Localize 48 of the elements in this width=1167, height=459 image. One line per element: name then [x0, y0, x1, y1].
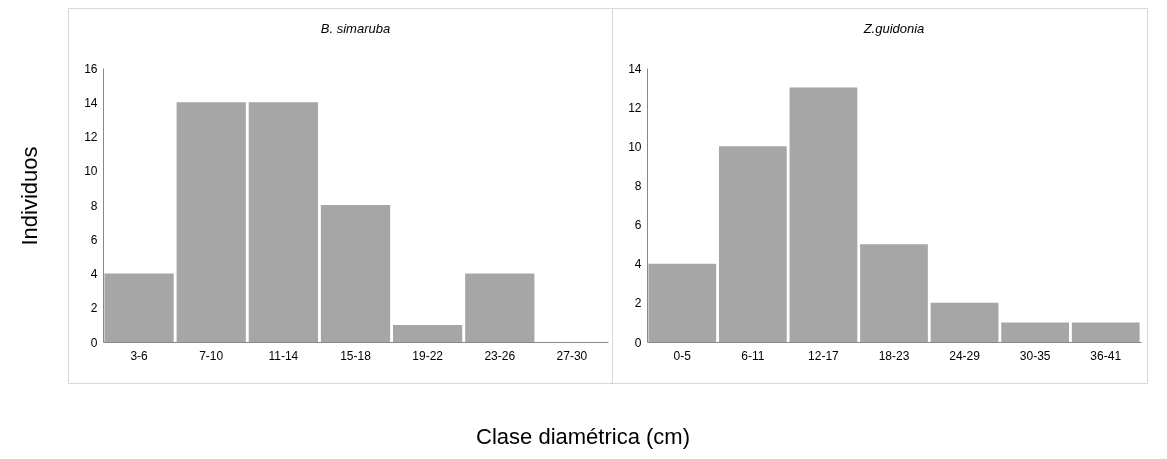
- y-tick-label: 8: [634, 178, 642, 193]
- x-tick-label: 19-22: [412, 348, 444, 363]
- y-tick-label: 10: [84, 164, 98, 179]
- bar: [176, 102, 246, 342]
- bar: [393, 324, 463, 342]
- chart-title: B. simaruba: [320, 21, 391, 36]
- x-tick-label: 7-10: [199, 348, 224, 363]
- x-tick-label: 24-29: [949, 348, 981, 363]
- y-tick-label: 8: [90, 198, 98, 213]
- y-tick-label: 0: [634, 335, 642, 350]
- y-tick-label: 14: [84, 95, 98, 110]
- x-tick-label: 30-35: [1019, 348, 1051, 363]
- y-tick-label: 2: [634, 296, 642, 311]
- y-tick-label: 0: [90, 335, 98, 350]
- x-tick-label: 27-30: [556, 348, 588, 363]
- y-tick-label: 6: [634, 218, 642, 233]
- bar: [930, 302, 999, 342]
- bar: [320, 205, 391, 342]
- x-axis-title: Clase diamétrica (cm): [476, 424, 690, 450]
- x-tick-label: 18-23: [878, 348, 910, 363]
- bar: [465, 273, 535, 342]
- x-tick-label: 6-11: [741, 348, 765, 363]
- y-tick-label: 4: [634, 257, 642, 272]
- y-tick-label: 10: [628, 139, 642, 154]
- bar: [104, 273, 174, 342]
- y-tick-label: 6: [90, 232, 98, 247]
- bar: [860, 244, 928, 342]
- bar: [789, 87, 858, 342]
- bar: [718, 146, 787, 342]
- y-tick-label: 16: [84, 61, 98, 76]
- y-tick-label: 2: [90, 301, 98, 316]
- chart-title: Z.guidonia: [862, 21, 925, 36]
- x-tick-label: 23-26: [484, 348, 516, 363]
- y-tick-label: 12: [628, 100, 642, 115]
- x-tick-label: 11-14: [268, 348, 299, 363]
- y-tick-label: 12: [84, 130, 98, 144]
- bar: [1001, 322, 1070, 342]
- x-tick-label: 36-41: [1090, 348, 1122, 363]
- bar: [648, 263, 717, 342]
- x-tick-label: 12-17: [808, 348, 840, 363]
- x-tick-label: 15-18: [340, 348, 372, 363]
- y-tick-label: 4: [90, 267, 98, 281]
- x-tick-label: 3-6: [130, 348, 149, 363]
- x-tick-label: 0-5: [673, 348, 692, 363]
- bar: [248, 102, 318, 342]
- y-tick-label: 14: [628, 61, 642, 76]
- y-axis-title: Individuos: [17, 146, 43, 246]
- bar: [1071, 322, 1140, 342]
